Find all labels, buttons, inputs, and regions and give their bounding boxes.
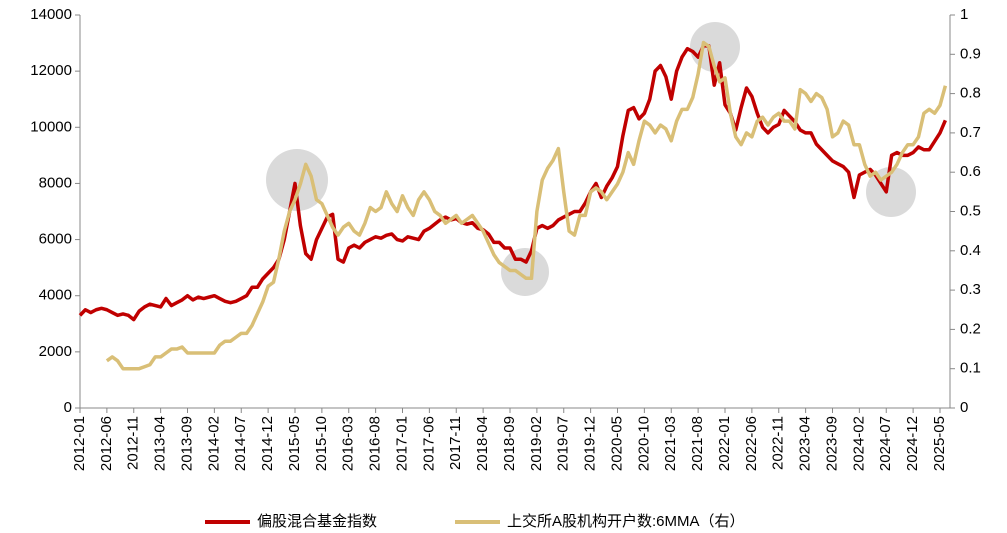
highlight-circle xyxy=(690,22,740,72)
y-tick-label: 8000 xyxy=(39,174,72,191)
y2-tick-label: 0.1 xyxy=(960,360,981,377)
x-tick-label: 2018-04 xyxy=(474,416,491,471)
series-line xyxy=(105,40,948,371)
x-tick-label: 2014-12 xyxy=(259,416,276,471)
x-tick-label: 2020-05 xyxy=(608,416,625,471)
y-tick-label: 12000 xyxy=(30,62,72,79)
y2-tick-label: 0.9 xyxy=(960,45,981,62)
x-tick-label: 2020-10 xyxy=(635,416,652,471)
x-tick-label: 2017-11 xyxy=(447,416,464,470)
y2-tick-label: 0.2 xyxy=(960,320,981,337)
highlights xyxy=(266,22,916,296)
x-tick-label: 2025-05 xyxy=(931,416,948,471)
x-tick-label: 2012-06 xyxy=(98,416,115,471)
y2-tick-label: 0.6 xyxy=(960,163,981,180)
legend-label: 上交所A股机构开户数:6MMA（右） xyxy=(507,512,745,530)
x-tick-label: 2024-02 xyxy=(850,416,867,471)
x-tick-label: 2016-08 xyxy=(367,416,384,471)
x-tick-label: 2013-04 xyxy=(152,416,169,471)
y2-tick-label: 0.4 xyxy=(960,242,981,259)
x-tick-label: 2022-11 xyxy=(770,416,787,470)
legend-label: 偏股混合基金指数 xyxy=(257,513,377,530)
x-tick-label: 2019-02 xyxy=(528,416,545,471)
series-line xyxy=(78,44,947,322)
y-tick-label: 6000 xyxy=(39,231,72,248)
x-tick-label: 2021-03 xyxy=(662,416,679,471)
x-tick-label: 2021-08 xyxy=(689,416,706,471)
x-tick-label: 2015-05 xyxy=(286,416,303,471)
x-tick-label: 2014-07 xyxy=(232,416,249,471)
x-tick-label: 2024-12 xyxy=(904,416,921,471)
y2-tick-label: 0.7 xyxy=(960,124,981,141)
highlight-circle xyxy=(501,248,549,296)
y-tick-label: 2000 xyxy=(39,343,72,360)
x-tick-label: 2017-06 xyxy=(420,416,437,471)
x-tick-label: 2012-01 xyxy=(71,416,88,471)
x-tick-label: 2014-02 xyxy=(205,416,222,471)
y-tick-label: 10000 xyxy=(30,118,72,135)
x-tick-label: 2019-07 xyxy=(555,416,572,471)
highlight-circle xyxy=(266,149,328,211)
x-tick-label: 2023-04 xyxy=(797,416,814,471)
x-tick-label: 2022-01 xyxy=(716,416,733,471)
x-tick-label: 2022-06 xyxy=(743,416,760,471)
y2-tick-label: 0.8 xyxy=(960,85,981,102)
y2-tick-label: 1 xyxy=(960,6,968,23)
x-tick-label: 2023-09 xyxy=(823,416,840,471)
x-tick-label: 2016-03 xyxy=(340,416,357,471)
y-tick-label: 4000 xyxy=(39,287,72,304)
x-tick-label: 2024-07 xyxy=(877,416,894,471)
y2-tick-label: 0.3 xyxy=(960,281,981,298)
x-tick-label: 2017-01 xyxy=(393,416,410,471)
x-tick-label: 2012-11 xyxy=(125,416,142,470)
y2-tick-label: 0.5 xyxy=(960,202,981,219)
x-tick-label: 2015-10 xyxy=(313,416,330,471)
y2-tick-label: 0 xyxy=(960,399,968,416)
x-tick-label: 2013-09 xyxy=(178,416,195,471)
y-tick-label: 14000 xyxy=(30,6,72,23)
y-tick-label: 0 xyxy=(64,399,72,416)
x-tick-label: 2018-09 xyxy=(501,416,518,471)
x-tick-label: 2019-12 xyxy=(582,416,599,471)
